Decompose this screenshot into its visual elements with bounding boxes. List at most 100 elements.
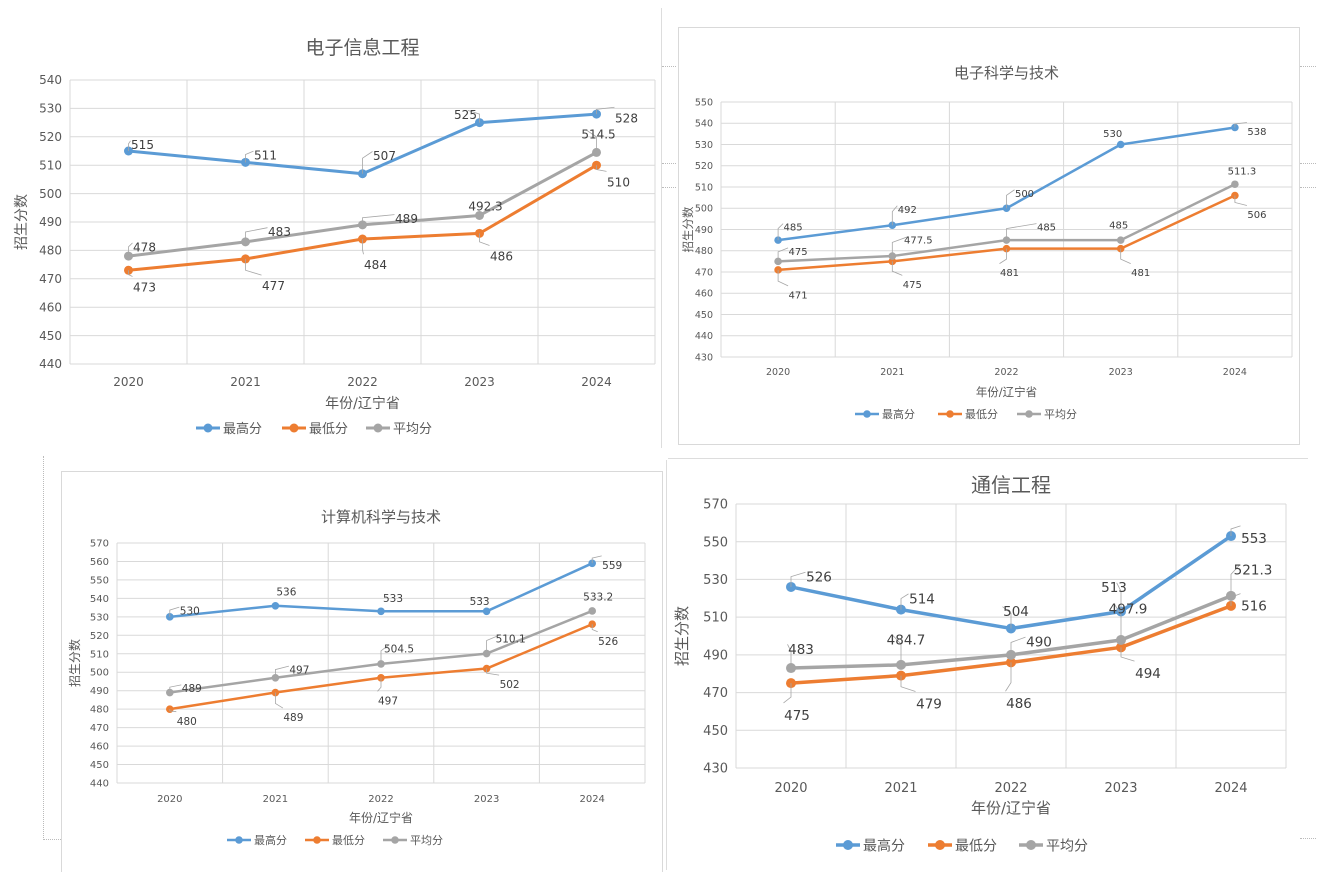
legend-label: 平均分 bbox=[410, 834, 443, 847]
chart-title: 电子信息工程 bbox=[305, 37, 419, 59]
data-label: 536 bbox=[276, 586, 296, 598]
data-label: 477.5 bbox=[904, 236, 933, 247]
data-label: 489 bbox=[283, 712, 303, 724]
series-avg: 483 484.7 490 497.9 521.3 bbox=[786, 563, 1272, 674]
data-label: 533.2 bbox=[583, 592, 613, 604]
leader-line bbox=[245, 227, 268, 242]
legend-label: 最高分 bbox=[223, 421, 262, 437]
y-tick-label: 500 bbox=[90, 668, 109, 679]
legend-marker bbox=[843, 840, 853, 850]
chart-frame-3 bbox=[61, 471, 663, 872]
legend-marker bbox=[935, 840, 945, 850]
y-tick-label: 460 bbox=[90, 742, 109, 753]
y-tick-label: 540 bbox=[39, 73, 62, 87]
leader-line bbox=[362, 151, 373, 174]
leader-line bbox=[783, 683, 792, 704]
x-tick-label: 2022 bbox=[347, 375, 378, 389]
data-point bbox=[1116, 236, 1125, 244]
y-tick-label: 540 bbox=[90, 594, 109, 605]
leader-line bbox=[245, 150, 254, 163]
leader-line bbox=[1005, 662, 1012, 692]
data-label: 492.3 bbox=[468, 200, 502, 214]
leader-line bbox=[596, 106, 615, 115]
guide-line bbox=[1300, 838, 1316, 839]
leader-line bbox=[790, 571, 806, 587]
data-label: 513 bbox=[1101, 580, 1127, 596]
data-point bbox=[482, 607, 491, 616]
legend-marker bbox=[946, 410, 954, 418]
data-label: 500 bbox=[1015, 189, 1034, 200]
y-tick-label: 470 bbox=[703, 686, 728, 701]
x-tick-label: 2024 bbox=[579, 794, 604, 805]
data-label: 510 bbox=[607, 175, 630, 189]
data-label: 489 bbox=[395, 212, 418, 226]
chart-title: 通信工程 bbox=[971, 473, 1051, 497]
data-label: 497 bbox=[378, 695, 398, 707]
y-tick-label: 480 bbox=[695, 246, 713, 257]
data-label: 507 bbox=[373, 149, 396, 163]
leader-line bbox=[1002, 606, 1012, 629]
leader-line bbox=[362, 239, 364, 255]
data-label: 506 bbox=[1247, 210, 1266, 221]
data-label: 492 bbox=[898, 205, 917, 216]
series-max: 515 511 507 525 528 bbox=[124, 106, 638, 179]
leader-line bbox=[245, 258, 262, 276]
leader-line bbox=[479, 233, 490, 246]
data-label: 485 bbox=[784, 223, 803, 234]
leader-line bbox=[596, 165, 607, 172]
leader-line bbox=[1120, 248, 1131, 264]
chart-frame-4-left bbox=[666, 460, 667, 870]
data-label: 489 bbox=[182, 683, 202, 695]
y-tick-label: 450 bbox=[695, 310, 713, 321]
legend-item-avg: 平均分 bbox=[366, 422, 432, 437]
data-point bbox=[377, 607, 385, 616]
y-axis-title: 招生分数 bbox=[14, 194, 30, 250]
x-tick-label: 2024 bbox=[1223, 367, 1247, 378]
y-tick-label: 570 bbox=[703, 498, 728, 513]
y-tick-label: 470 bbox=[695, 267, 713, 278]
leader-line bbox=[1010, 636, 1026, 655]
y-tick-label: 480 bbox=[39, 244, 62, 258]
y-tick-label: 440 bbox=[695, 331, 713, 342]
data-label: 516 bbox=[1241, 599, 1267, 615]
leader-line bbox=[486, 634, 501, 654]
data-label: 530 bbox=[180, 606, 200, 618]
y-tick-label: 510 bbox=[90, 649, 109, 660]
legend-label: 平均分 bbox=[1044, 408, 1077, 421]
y-tick-label: 470 bbox=[90, 723, 109, 734]
leader-line bbox=[900, 675, 916, 692]
data-label: 475 bbox=[784, 708, 810, 724]
x-axis-title: 年份/辽宁省 bbox=[976, 385, 1037, 399]
x-axis-title: 年份/辽宁省 bbox=[325, 395, 400, 412]
y-tick-label: 500 bbox=[39, 187, 62, 201]
chart-title: 电子科学与技术 bbox=[954, 64, 1059, 82]
legend-item-avg: 平均分 bbox=[383, 834, 443, 847]
y-tick-label: 460 bbox=[695, 289, 713, 300]
y-tick-label: 520 bbox=[39, 130, 62, 144]
data-point bbox=[588, 607, 596, 615]
series-min: 473 477 484 486 510 bbox=[124, 160, 630, 294]
y-tick-label: 490 bbox=[695, 225, 713, 236]
y-tick-label: 520 bbox=[695, 161, 713, 172]
leader-line bbox=[128, 270, 133, 277]
data-label: 481 bbox=[1000, 268, 1019, 279]
legend-item-max: 最高分 bbox=[227, 833, 287, 847]
data-label: 475 bbox=[789, 247, 808, 258]
chart-1: 电子信息工程 440 450 460 470 480 490 500 510 520 530 540 2… bbox=[14, 37, 656, 437]
leader-line bbox=[1234, 122, 1247, 128]
leader-line bbox=[891, 205, 898, 226]
data-label: 484.7 bbox=[887, 633, 926, 649]
data-label: 538 bbox=[1247, 127, 1266, 138]
leader-line bbox=[1116, 582, 1122, 612]
data-label: 559 bbox=[602, 560, 622, 572]
x-tick-label: 2020 bbox=[774, 781, 807, 796]
divider-vertical bbox=[661, 8, 662, 448]
data-label: 477 bbox=[262, 279, 285, 293]
series-min: 471 475 481 481 506 bbox=[774, 191, 1266, 301]
data-label: 502 bbox=[500, 679, 520, 691]
data-label: 485 bbox=[1109, 221, 1128, 232]
y-tick-label: 560 bbox=[90, 557, 109, 568]
leader-line bbox=[467, 110, 480, 123]
divider-horizontal bbox=[668, 458, 1308, 459]
leader-line bbox=[1006, 223, 1037, 241]
